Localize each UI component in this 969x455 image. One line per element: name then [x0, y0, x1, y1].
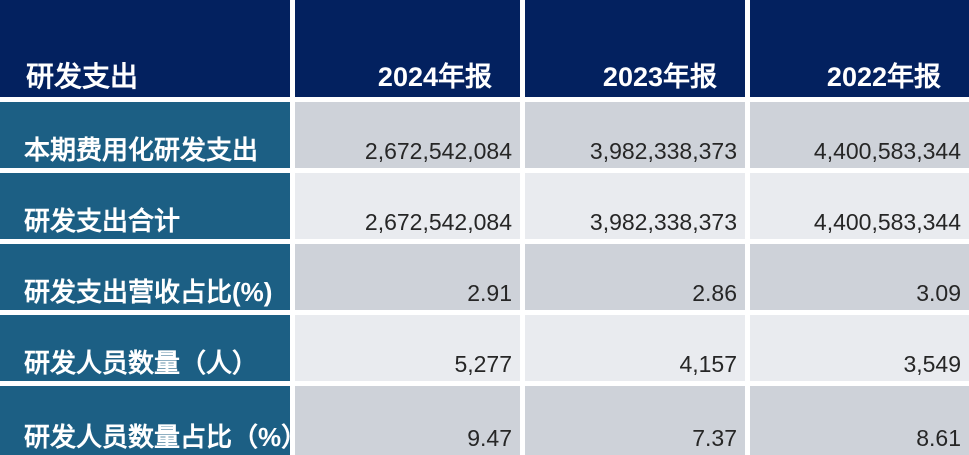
cell-value: 3,982,338,373 — [525, 173, 745, 239]
column-header-2024: 2024年报 — [295, 0, 520, 97]
cell-value: 4,400,583,344 — [750, 173, 969, 239]
table-title: 研发支出 — [0, 0, 290, 97]
cell-value: 5,277 — [295, 315, 520, 381]
cell-value: 7.37 — [525, 386, 745, 455]
column-header-2023: 2023年报 — [525, 0, 745, 97]
cell-value: 4,157 — [525, 315, 745, 381]
cell-value: 2,672,542,084 — [295, 102, 520, 168]
cell-value: 3,549 — [750, 315, 969, 381]
row-label-rd-headcount: 研发人员数量（人） — [0, 315, 290, 381]
cell-value: 2,672,542,084 — [295, 173, 520, 239]
cell-value: 2.86 — [525, 244, 745, 310]
row-label-total-rd: 研发支出合计 — [0, 173, 290, 239]
cell-value: 3,982,338,373 — [525, 102, 745, 168]
cell-value: 9.47 — [295, 386, 520, 455]
row-label-rd-headcount-ratio: 研发人员数量占比（%） — [0, 386, 290, 455]
cell-value: 2.91 — [295, 244, 520, 310]
cell-value: 4,400,583,344 — [750, 102, 969, 168]
row-label-expensed-rd: 本期费用化研发支出 — [0, 102, 290, 168]
cell-value: 8.61 — [750, 386, 969, 455]
column-header-2022: 2022年报 — [750, 0, 969, 97]
cell-value: 3.09 — [750, 244, 969, 310]
row-label-rd-revenue-ratio: 研发支出营收占比(%) — [0, 244, 290, 310]
